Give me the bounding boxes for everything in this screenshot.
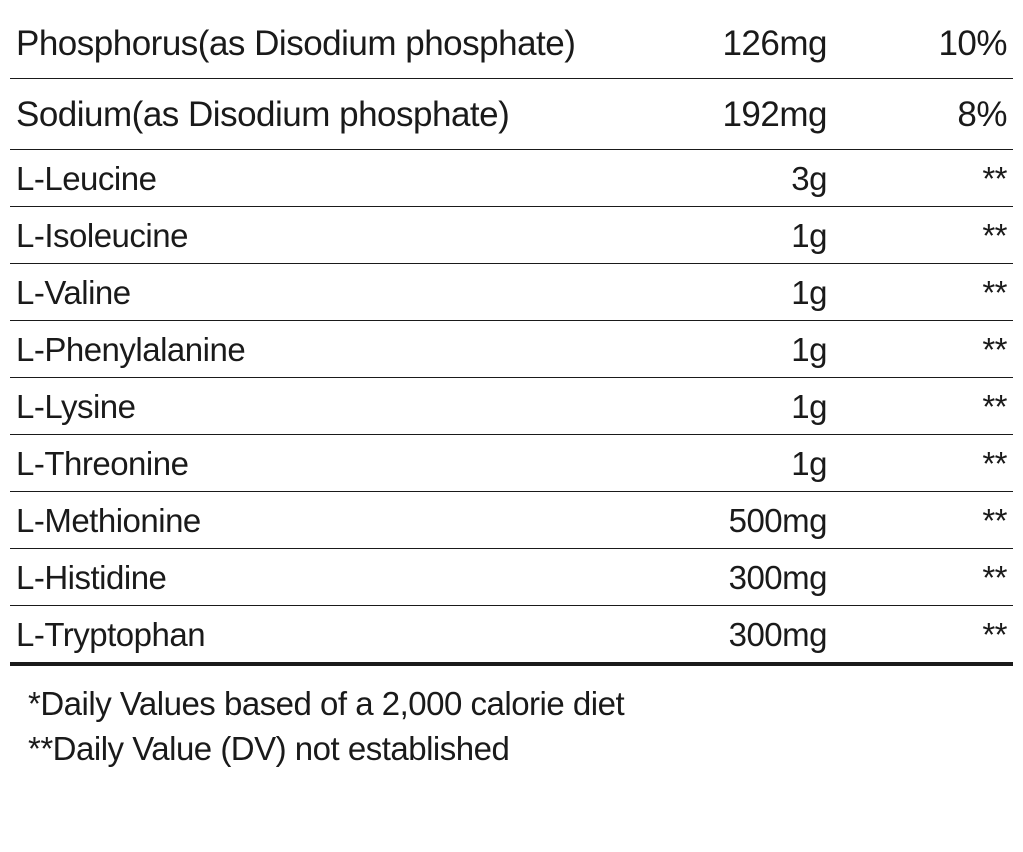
amount-cell: 300mg	[617, 559, 827, 597]
dv-cell: **	[827, 331, 1007, 369]
amount-cell: 1g	[617, 388, 827, 426]
dv-cell: **	[827, 559, 1007, 597]
dv-cell: **	[827, 502, 1007, 540]
nutrition-table: Phosphorus(as Disodium phosphate) 126mg …	[10, 8, 1013, 666]
nutrient-cell: L-Threonine	[16, 445, 617, 483]
amount-cell: 3g	[617, 160, 827, 198]
table-row: L-Leucine 3g **	[10, 150, 1013, 207]
amount-cell: 300mg	[617, 616, 827, 654]
nutrient-cell: L-Leucine	[16, 160, 617, 198]
table-row: L-Histidine 300mg **	[10, 549, 1013, 606]
dv-cell: **	[827, 274, 1007, 312]
nutrient-cell: L-Tryptophan	[16, 616, 617, 654]
table-row: L-Phenylalanine 1g **	[10, 321, 1013, 378]
dv-cell: **	[827, 616, 1007, 654]
amount-cell: 500mg	[617, 502, 827, 540]
dv-cell: 10%	[827, 24, 1007, 64]
footnotes: *Daily Values based of a 2,000 calorie d…	[10, 666, 1013, 771]
amount-cell: 192mg	[617, 95, 827, 135]
table-row: Phosphorus(as Disodium phosphate) 126mg …	[10, 8, 1013, 79]
dv-cell: **	[827, 217, 1007, 255]
amount-cell: 1g	[617, 274, 827, 312]
nutrient-cell: L-Lysine	[16, 388, 617, 426]
table-row: L-Isoleucine 1g **	[10, 207, 1013, 264]
amount-cell: 1g	[617, 445, 827, 483]
dv-cell: 8%	[827, 95, 1007, 135]
nutrient-cell: Phosphorus(as Disodium phosphate)	[16, 24, 617, 64]
table-row: L-Lysine 1g **	[10, 378, 1013, 435]
nutrient-cell: L-Valine	[16, 274, 617, 312]
table-row: L-Tryptophan 300mg **	[10, 606, 1013, 666]
amount-cell: 126mg	[617, 24, 827, 64]
nutrient-cell: L-Histidine	[16, 559, 617, 597]
table-row: L-Threonine 1g **	[10, 435, 1013, 492]
amount-cell: 1g	[617, 331, 827, 369]
table-row: L-Methionine 500mg **	[10, 492, 1013, 549]
dv-cell: **	[827, 388, 1007, 426]
nutrient-cell: L-Methionine	[16, 502, 617, 540]
dv-cell: **	[827, 445, 1007, 483]
amount-cell: 1g	[617, 217, 827, 255]
dv-cell: **	[827, 160, 1007, 198]
footnote-dv-not-established: **Daily Value (DV) not established	[28, 727, 1007, 772]
nutrient-cell: L-Phenylalanine	[16, 331, 617, 369]
footnote-dv-basis: *Daily Values based of a 2,000 calorie d…	[28, 682, 1007, 727]
nutrient-cell: L-Isoleucine	[16, 217, 617, 255]
nutrient-cell: Sodium(as Disodium phosphate)	[16, 95, 617, 135]
table-row: L-Valine 1g **	[10, 264, 1013, 321]
table-row: Sodium(as Disodium phosphate) 192mg 8%	[10, 79, 1013, 150]
